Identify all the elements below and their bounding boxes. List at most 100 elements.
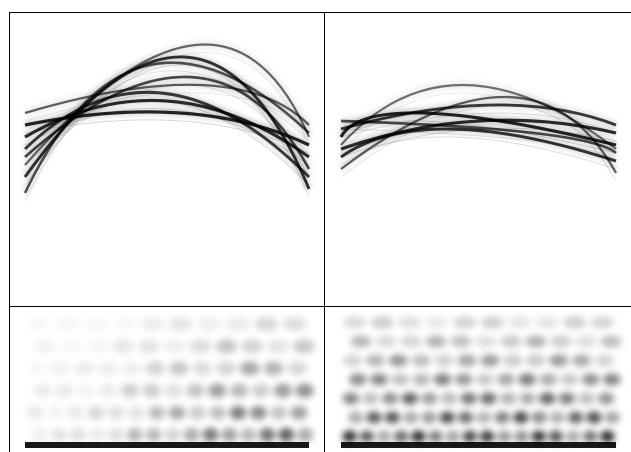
bottom-left-blob [51, 427, 68, 442]
bottom-right-blob [362, 392, 379, 405]
bottom-left-blob [27, 361, 47, 375]
top-left-curve-5 [24, 83, 310, 126]
bottom-left-blob [34, 339, 57, 354]
bottom-right-blob [366, 411, 382, 424]
bottom-right-blob [376, 430, 392, 443]
bottom-left-field-panel [10, 307, 324, 452]
bottom-right-blob [476, 411, 492, 424]
bottom-left-blob [295, 383, 314, 398]
bottom-left-blob [148, 405, 166, 420]
bottom-right-blob [550, 335, 572, 348]
bottom-right-blob [457, 354, 477, 367]
bottom-left-blob [183, 427, 200, 442]
bottom-left-blob [282, 317, 307, 332]
bottom-right-blob [518, 373, 537, 386]
bottom-right-blob [558, 392, 576, 405]
bottom-right-blobs [342, 316, 622, 443]
bottom-right-blob [460, 392, 477, 405]
bottom-right-blob [401, 392, 419, 405]
bottom-left-blob [229, 405, 247, 420]
bottom-left-blob [221, 427, 238, 442]
bottom-right-blob [590, 316, 614, 329]
bottom-left-blob [209, 405, 227, 420]
bottom-right-blob [526, 354, 546, 367]
bottom-right-blob [403, 411, 419, 424]
bottom-left-blob [164, 383, 183, 398]
bottom-left-blob [77, 383, 96, 398]
bottom-left-blob [120, 383, 140, 398]
bottom-left-blob [197, 317, 222, 332]
bottom-right-blob [514, 430, 529, 443]
bottom-right-blob [600, 335, 622, 348]
bottom-right-blob [342, 392, 360, 405]
bottom-right-blob [381, 392, 399, 405]
top-left-curve-4 [24, 90, 311, 179]
top-left-curve-shadow-5 [24, 92, 310, 134]
top-left-curve-1 [24, 75, 311, 170]
bottom-right-blob [531, 411, 547, 424]
bottom-right-blob [342, 354, 363, 367]
bottom-right-blob [480, 316, 504, 329]
bottom-left-blob [164, 427, 181, 442]
bottom-left-blobs [26, 317, 315, 442]
bottom-left-blob [50, 361, 71, 376]
bottom-right-blob [548, 430, 563, 443]
bottom-right-blob [572, 354, 592, 367]
bottom-left-blob [254, 317, 279, 332]
top-right-curve-shadow-6 [340, 128, 617, 162]
bottom-left-blob [33, 383, 52, 398]
bottom-left-blob [112, 339, 134, 354]
bottom-right-blob [349, 373, 367, 386]
top-left-curve-shadow-7 [24, 70, 310, 202]
bottom-left-blob [188, 405, 206, 420]
bottom-left-blob [27, 317, 51, 331]
bottom-right-blob [575, 335, 597, 348]
bottom-left-blob [240, 427, 257, 442]
bottom-right-blob [508, 316, 532, 329]
bottom-right-blob [480, 392, 497, 405]
bottom-right-blob [412, 373, 431, 386]
bottom-left-blob [216, 361, 237, 376]
bottom-right-blob [400, 335, 422, 348]
bottom-right-blob [499, 392, 517, 405]
bottom-right-field-plot [341, 316, 622, 448]
bottom-right-blob [375, 335, 397, 348]
top-border [10, 12, 631, 13]
bottom-right-blob [531, 430, 546, 443]
bottom-right-blob [384, 411, 400, 424]
bottom-right-blob [600, 430, 615, 443]
bottom-right-blob [604, 411, 620, 424]
bottom-left-blob [297, 427, 314, 442]
top-left-curve-plot [20, 40, 314, 202]
bottom-left-blob [249, 405, 267, 420]
top-right-curve-4 [340, 95, 618, 174]
bottom-left-blob [87, 339, 109, 353]
bottom-left-blob [87, 405, 105, 420]
top-right-curve-shadow-5 [340, 92, 617, 158]
bottom-right-blob [348, 411, 364, 424]
bottom-right-blob [350, 335, 372, 348]
bottom-right-blob [578, 392, 595, 405]
bottom-left-blob [208, 383, 227, 398]
bottom-left-blob [113, 317, 137, 331]
bottom-left-blob [290, 405, 308, 420]
bottom-left-blob [251, 383, 271, 398]
bottom-left-blob [270, 405, 288, 420]
bottom-right-blob [539, 373, 558, 386]
bottom-left-blob [287, 361, 308, 376]
top-left-curve-7 [23, 61, 310, 194]
bottom-right-blob [391, 373, 410, 386]
horizontal-divider [10, 306, 631, 307]
top-left-curve-3 [24, 110, 310, 147]
bottom-right-blob [525, 335, 547, 348]
top-right-curve-lines [339, 84, 618, 182]
bottom-right-blob [581, 373, 600, 386]
bottom-right-blob [458, 411, 474, 424]
bottom-left-blob [107, 405, 125, 420]
top-right-curve-plot [337, 80, 620, 182]
bottom-right-blob [398, 316, 422, 329]
bottom-left-blob [142, 383, 161, 398]
bottom-right-blob [535, 316, 559, 329]
bottom-right-blob [359, 430, 374, 443]
bottom-left-blob [138, 339, 160, 354]
